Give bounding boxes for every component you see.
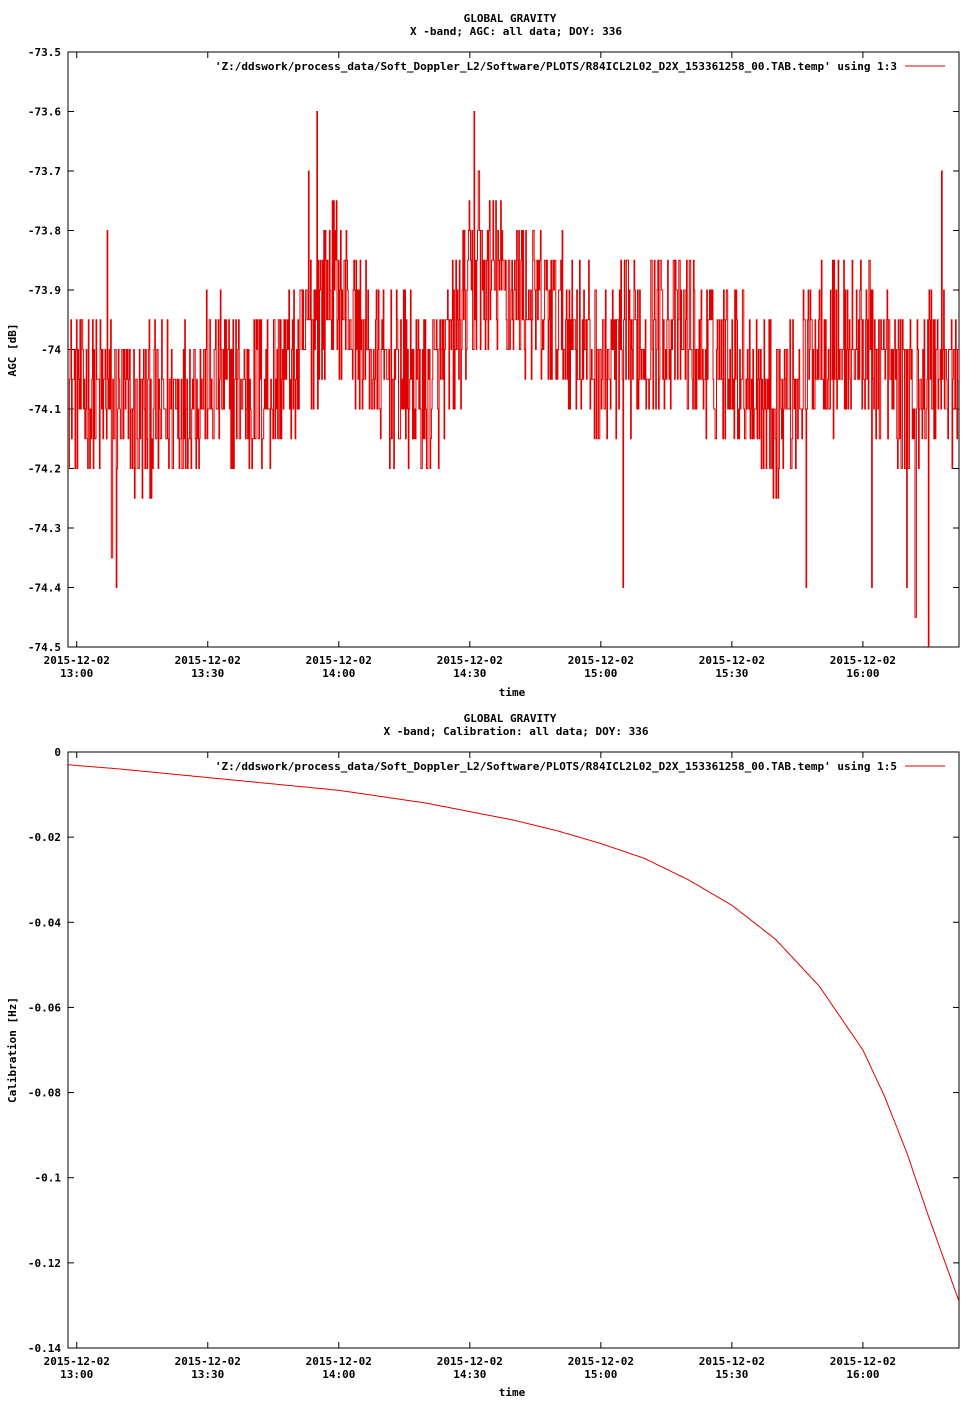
x-tick-time: 14:00 <box>322 667 355 680</box>
series-marks <box>68 764 959 1302</box>
x-tick-date: 2015-12-02 <box>175 1355 241 1368</box>
y-tick-label: -74.3 <box>28 522 61 535</box>
y-tick-label: -0.04 <box>28 916 61 929</box>
x-tick-date: 2015-12-02 <box>306 654 372 667</box>
series-line <box>68 764 959 1302</box>
x-tick-date: 2015-12-02 <box>44 654 110 667</box>
chart-title: GLOBAL GRAVITY <box>464 712 557 725</box>
x-tick-date: 2015-12-02 <box>830 654 896 667</box>
chart-subtitle: X -band; AGC: all data; DOY: 336 <box>410 25 622 38</box>
x-axis-label: time <box>499 686 526 699</box>
x-tick-time: 14:00 <box>322 1368 355 1381</box>
y-tick-label: -0.06 <box>28 1001 61 1014</box>
x-tick-time: 13:00 <box>60 1368 93 1381</box>
legend-label: 'Z:/ddswork/process_data/Soft_Doppler_L2… <box>215 60 897 73</box>
y-tick-label: 0 <box>54 746 61 759</box>
x-tick-date: 2015-12-02 <box>44 1355 110 1368</box>
x-tick-date: 2015-12-02 <box>699 654 765 667</box>
plot-frame <box>67 751 960 1349</box>
y-tick-label: -73.6 <box>28 106 61 119</box>
y-ticks: -73.5 -73.6 -73.7 -73.8 -73.9 -74 -74.1 -74.2 -7… <box>28 46 959 654</box>
agc-chart: GLOBAL GRAVITY X -band; AGC: all data; D… <box>6 12 960 699</box>
legend-label: 'Z:/ddswork/process_data/Soft_Doppler_L2… <box>215 760 897 773</box>
y-tick-label: -0.02 <box>28 831 61 844</box>
x-tick-date: 2015-12-02 <box>830 1355 896 1368</box>
x-tick-time: 15:00 <box>584 667 617 680</box>
y-tick-label: -73.8 <box>28 225 61 238</box>
x-tick-date: 2015-12-02 <box>568 654 634 667</box>
x-tick-time: 15:00 <box>584 1368 617 1381</box>
calibration-chart: GLOBAL GRAVITY X -band; Calibration: all… <box>6 712 960 1399</box>
series-line <box>68 111 959 647</box>
x-tick-time: 16:00 <box>846 1368 879 1381</box>
chart-title: GLOBAL GRAVITY <box>464 12 557 25</box>
x-axis-label: time <box>499 1386 526 1399</box>
y-tick-label: -73.9 <box>28 284 61 297</box>
y-tick-label: -73.5 <box>28 46 61 59</box>
y-tick-label: -74.4 <box>28 582 61 595</box>
x-tick-time: 13:30 <box>191 667 224 680</box>
x-tick-date: 2015-12-02 <box>175 654 241 667</box>
x-ticks: 2015-12-0213:002015-12-0213:302015-12-02… <box>44 752 896 1381</box>
x-tick-time: 15:30 <box>715 1368 748 1381</box>
x-tick-date: 2015-12-02 <box>437 654 503 667</box>
series-marks <box>68 111 959 647</box>
y-tick-label: -0.12 <box>28 1257 61 1270</box>
y-tick-label: -0.08 <box>28 1087 61 1100</box>
y-ticks: 0 -0.02 -0.04 -0.06 -0.08 -0.1 -0.12 -0.14 <box>28 746 959 1355</box>
y-axis-label: AGC [dB] <box>6 324 19 377</box>
x-ticks: 2015-12-0213:002015-12-0213:302015-12-02… <box>44 52 896 680</box>
x-tick-time: 15:30 <box>715 667 748 680</box>
x-tick-date: 2015-12-02 <box>699 1355 765 1368</box>
y-tick-label: -74.1 <box>28 403 61 416</box>
x-tick-time: 14:30 <box>453 1368 486 1381</box>
x-tick-time: 13:00 <box>60 667 93 680</box>
y-axis-label: Calibration [Hz] <box>6 997 19 1103</box>
x-tick-time: 14:30 <box>453 667 486 680</box>
y-tick-label: -74 <box>41 344 61 357</box>
y-tick-label: -0.14 <box>28 1342 61 1355</box>
x-tick-time: 13:30 <box>191 1368 224 1381</box>
y-tick-label: -73.7 <box>28 165 61 178</box>
x-tick-date: 2015-12-02 <box>568 1355 634 1368</box>
y-tick-label: -74.5 <box>28 641 61 654</box>
chart-subtitle: X -band; Calibration: all data; DOY: 336 <box>384 725 649 738</box>
y-tick-label: -0.1 <box>35 1172 62 1185</box>
x-tick-time: 16:00 <box>846 667 879 680</box>
x-tick-date: 2015-12-02 <box>437 1355 503 1368</box>
y-tick-label: -74.2 <box>28 463 61 476</box>
x-tick-date: 2015-12-02 <box>306 1355 372 1368</box>
